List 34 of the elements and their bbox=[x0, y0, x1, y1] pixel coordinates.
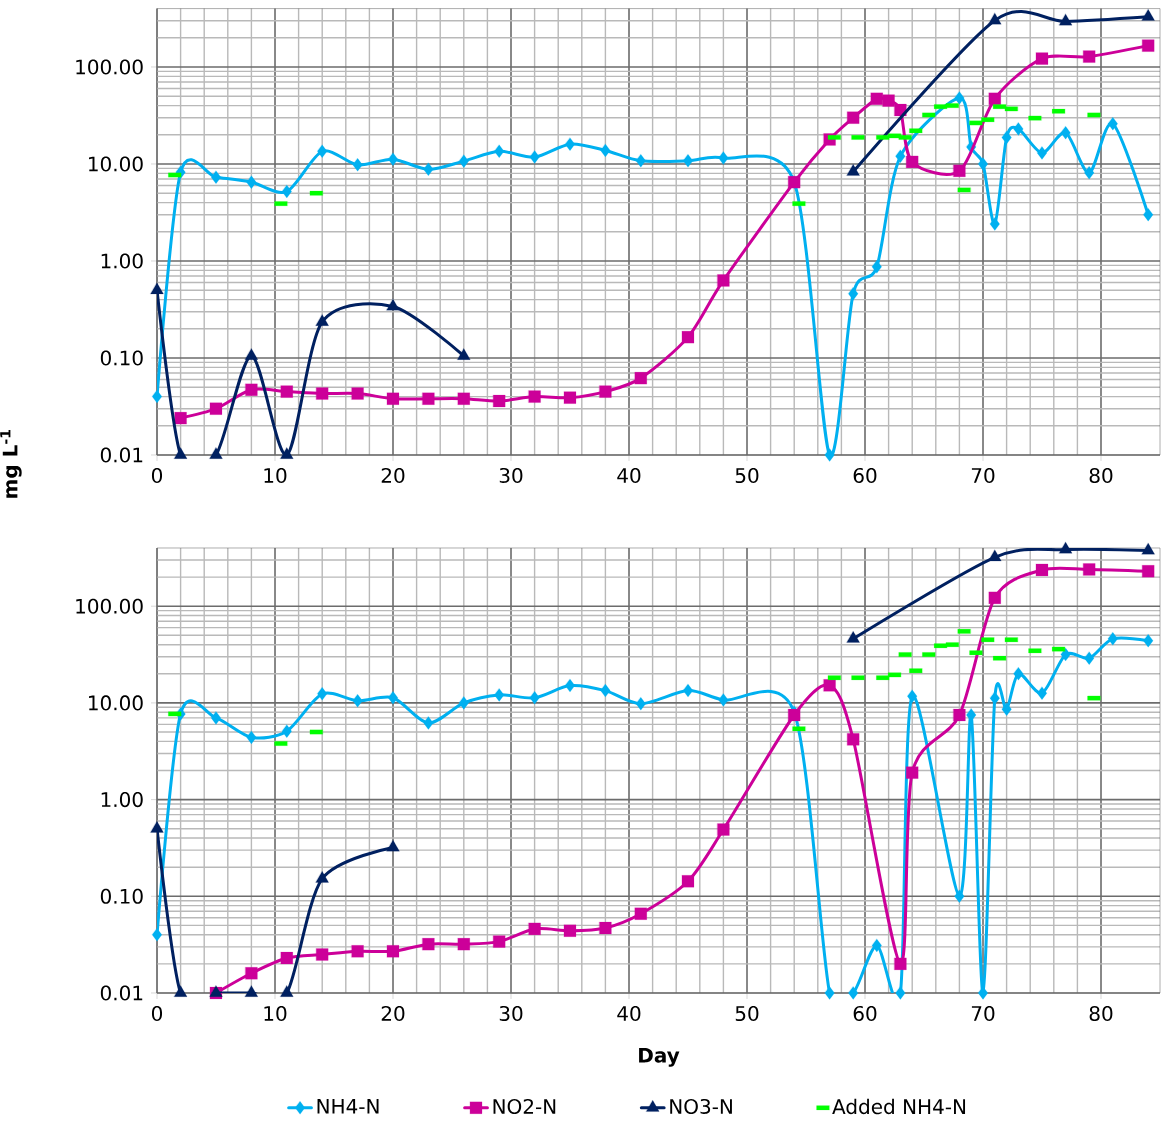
y-tick-label: 10.00 bbox=[89, 156, 143, 172]
x-tick-label: 30 bbox=[499, 1005, 523, 1022]
y-tick-label: 0.01 bbox=[100, 985, 143, 1001]
y-axis-title: mg L$^{-1}$ bbox=[0, 430, 22, 498]
y-tick-label: 1.00 bbox=[101, 253, 143, 269]
x-tick-label: 0 bbox=[151, 1005, 163, 1022]
x-tick-label: 80 bbox=[1089, 467, 1113, 484]
legend-label: NH4-N bbox=[317, 1099, 379, 1114]
x-tick-label: 50 bbox=[735, 1005, 759, 1022]
x-tick-label: 10 bbox=[264, 1005, 287, 1022]
y-tick-label: 0.10 bbox=[100, 350, 143, 366]
y-tick-label: 100.00 bbox=[76, 598, 143, 614]
y-tick-label: 0.01 bbox=[100, 447, 143, 463]
legend-label: NO2-N bbox=[493, 1098, 556, 1115]
x-tick-label: 20 bbox=[381, 467, 405, 484]
x-tick-label: 10 bbox=[264, 467, 287, 484]
x-tick-label: 40 bbox=[617, 1005, 641, 1022]
x-tick-label: 30 bbox=[499, 467, 523, 484]
x-tick-label: 20 bbox=[381, 1005, 405, 1022]
legend-label: Added NH4-N bbox=[832, 1098, 966, 1115]
legend-label: NO3-N bbox=[670, 1098, 732, 1115]
x-tick-label: 60 bbox=[853, 467, 877, 484]
x-tick-label: 70 bbox=[971, 467, 995, 484]
x-axis-title: Day bbox=[639, 1047, 680, 1067]
y-tick-label: 10.00 bbox=[89, 695, 143, 711]
x-tick-label: 60 bbox=[853, 1005, 877, 1022]
y-tick-label: 1.00 bbox=[101, 792, 143, 808]
y-tick-label: 0.10 bbox=[100, 888, 143, 904]
y-tick-label: 100.00 bbox=[76, 59, 143, 75]
x-tick-label: 80 bbox=[1089, 1005, 1113, 1022]
x-tick-label: 40 bbox=[617, 467, 641, 484]
x-tick-label: 0 bbox=[151, 467, 163, 484]
x-tick-label: 70 bbox=[971, 1005, 995, 1022]
x-tick-label: 50 bbox=[735, 467, 759, 484]
